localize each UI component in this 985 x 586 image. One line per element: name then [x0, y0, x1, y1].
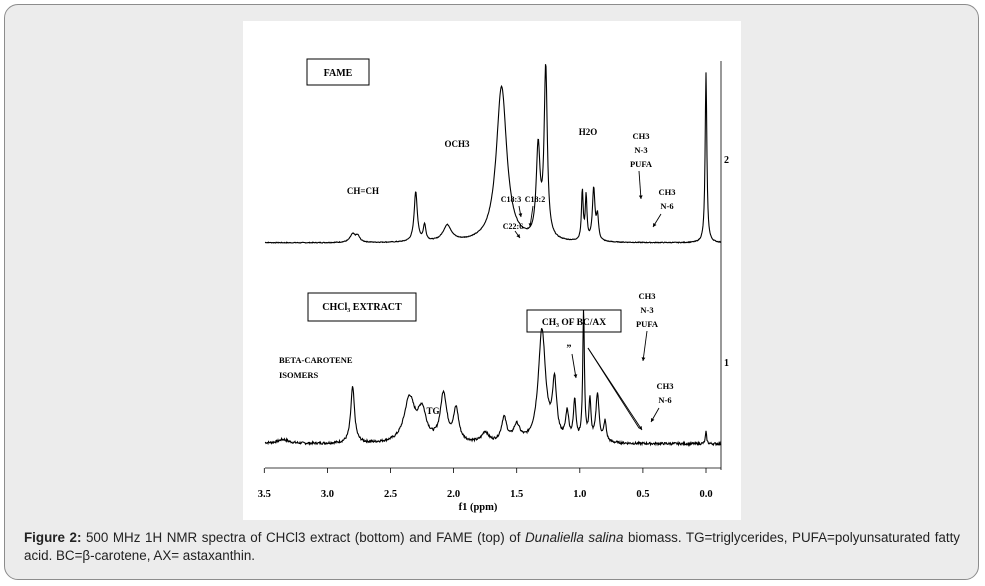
x-tick-label: 0.5 [636, 489, 649, 500]
chcl3-n6-arrow-head [651, 418, 655, 422]
caption-label: Figure 2: [24, 530, 82, 545]
chcl3-bc-label-1: BETA-CAROTENE [279, 355, 353, 365]
fame-c182-label: C18:2 [525, 195, 545, 204]
caption-text-2: biomass. TG=triglycerides, PUFA=polyunsa… [24, 530, 960, 563]
x-tick-label: 3.5 [258, 489, 271, 500]
fame-ch3-n3-label-3: PUFA [630, 159, 653, 169]
chcl3-box-label: CHCl₃ EXTRACT [322, 302, 402, 313]
fame-box-label: FAME [324, 68, 353, 79]
fame-n6-arrow-head [653, 223, 657, 227]
x-axis-label: f1 (ppm) [459, 502, 498, 513]
fame-ch3-n6-label-2: N-6 [660, 201, 673, 211]
nmr-figure: 6.56.05.55.04.54.03.53.02.52.01.51.00.50… [243, 21, 741, 520]
bcax-arrow-1-head [573, 374, 578, 378]
figure-caption: Figure 2: 500 MHz 1H NMR spectra of CHCl… [24, 529, 960, 565]
x-tick-label: 0.0 [699, 489, 712, 500]
fame-h2o-label: H2O [579, 127, 598, 137]
fame-chch-label: CH=CH [347, 186, 379, 196]
bcax-box-label: CH₃ OF BC/AX [542, 318, 606, 328]
x-tick-label: 2.5 [384, 489, 397, 500]
fame-spectrum-line [264, 64, 722, 244]
bcax-line [587, 347, 640, 429]
fame-ch3-n3-label-2: N-3 [634, 145, 647, 155]
chcl3-n3-arrow-head [641, 357, 646, 361]
chcl3-box [307, 292, 417, 322]
caption-text-1: 500 MHz 1H NMR spectra of CHCl3 extract … [81, 530, 526, 545]
bcax-mark: „ [567, 338, 572, 349]
fame-c182-arrow-head [528, 223, 533, 227]
fame-och3-label: OCH3 [444, 139, 470, 149]
chcl3-ch3-n6-label-1: CH3 [657, 381, 674, 391]
bcax-box [526, 309, 622, 333]
chcl3-ch3-n3-label-3: PUFA [636, 319, 659, 329]
bcax-arrow-2-head [638, 426, 642, 430]
fame-c226-label: C22:6 [503, 222, 523, 231]
fame-n3-arrow [638, 170, 642, 200]
fame-c226-arrow-head [516, 234, 520, 238]
nmr-spectra-chart: 6.56.05.55.04.54.03.53.02.52.01.51.00.50… [258, 58, 729, 513]
chcl3-bc-label-2: ISOMERS [279, 370, 318, 380]
x-tick-label: 2.0 [447, 489, 460, 500]
fame-c182-arrow [529, 205, 534, 228]
fame-trace-label: 2 [724, 155, 729, 166]
chcl3-tg-label: TG [426, 406, 439, 416]
chcl3-ch3-n6-label-2: N-6 [658, 395, 671, 405]
chcl3-ch3-n3-label-1: CH3 [639, 291, 656, 301]
chcl3-spectrum-line [264, 309, 722, 448]
chcl3-n3-arrow [642, 330, 648, 362]
x-tick-label: 1.5 [510, 489, 523, 500]
chcl3-trace-label: 1 [724, 358, 729, 369]
bcax-arrow-1 [571, 353, 577, 379]
fame-ch3-n3-label-1: CH3 [633, 131, 650, 141]
caption-species: Dunaliella salina [525, 530, 624, 545]
fame-n3-arrow-head [638, 195, 643, 199]
fame-box [306, 58, 370, 86]
fame-ch3-n6-label-1: CH3 [659, 187, 676, 197]
x-tick-label: 1.0 [573, 489, 586, 500]
fame-c183-arrow-head [518, 213, 523, 217]
chcl3-ch3-n3-label-2: N-3 [640, 305, 653, 315]
x-tick-label: 3.0 [321, 489, 334, 500]
fame-c183-label: C18:3 [501, 195, 521, 204]
